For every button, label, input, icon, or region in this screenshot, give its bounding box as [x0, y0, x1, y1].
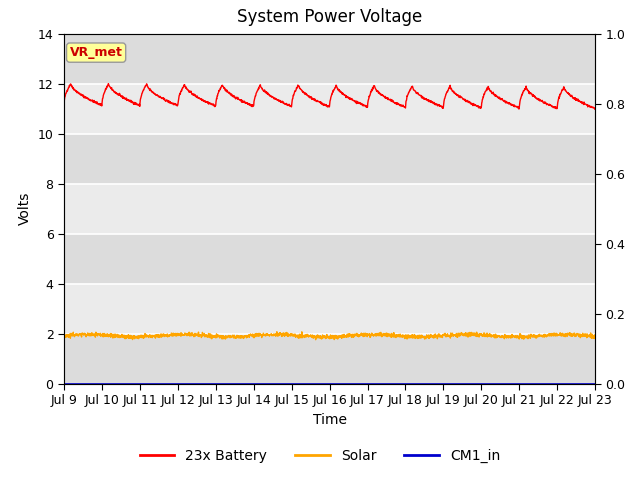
- 23x Battery: [60, 102, 68, 108]
- CM1_in: [576, 381, 584, 387]
- X-axis label: Time: Time: [312, 413, 347, 427]
- Bar: [64, 284, 595, 334]
- Bar: [64, 184, 595, 234]
- Solar: [479, 333, 486, 339]
- Solar: [576, 333, 584, 339]
- 23x Battery: [104, 81, 112, 86]
- CM1_in: [319, 381, 326, 387]
- CM1_in: [591, 381, 599, 387]
- Bar: [64, 84, 595, 134]
- Bar: [64, 34, 595, 84]
- Solar: [319, 333, 326, 339]
- 23x Battery: [319, 101, 326, 107]
- Text: VR_met: VR_met: [70, 46, 123, 59]
- Title: System Power Voltage: System Power Voltage: [237, 9, 422, 26]
- CM1_in: [60, 381, 68, 387]
- Solar: [87, 333, 95, 338]
- CM1_in: [479, 381, 486, 387]
- Solar: [577, 335, 584, 340]
- Solar: [60, 334, 68, 339]
- Solar: [591, 333, 599, 339]
- Bar: [64, 334, 595, 384]
- Bar: [64, 134, 595, 184]
- 23x Battery: [479, 96, 486, 102]
- 23x Battery: [591, 106, 599, 112]
- Solar: [305, 334, 312, 340]
- Line: Solar: Solar: [64, 332, 595, 340]
- 23x Battery: [515, 106, 523, 112]
- Solar: [312, 337, 319, 343]
- Line: 23x Battery: 23x Battery: [64, 84, 595, 109]
- Y-axis label: Volts: Volts: [18, 192, 32, 226]
- 23x Battery: [305, 93, 312, 98]
- Solar: [273, 329, 281, 335]
- 23x Battery: [576, 98, 584, 104]
- CM1_in: [576, 381, 584, 387]
- Legend: 23x Battery, Solar, CM1_in: 23x Battery, Solar, CM1_in: [134, 443, 506, 468]
- Bar: [64, 234, 595, 284]
- 23x Battery: [87, 97, 95, 103]
- CM1_in: [87, 381, 95, 387]
- 23x Battery: [577, 99, 584, 105]
- CM1_in: [305, 381, 312, 387]
